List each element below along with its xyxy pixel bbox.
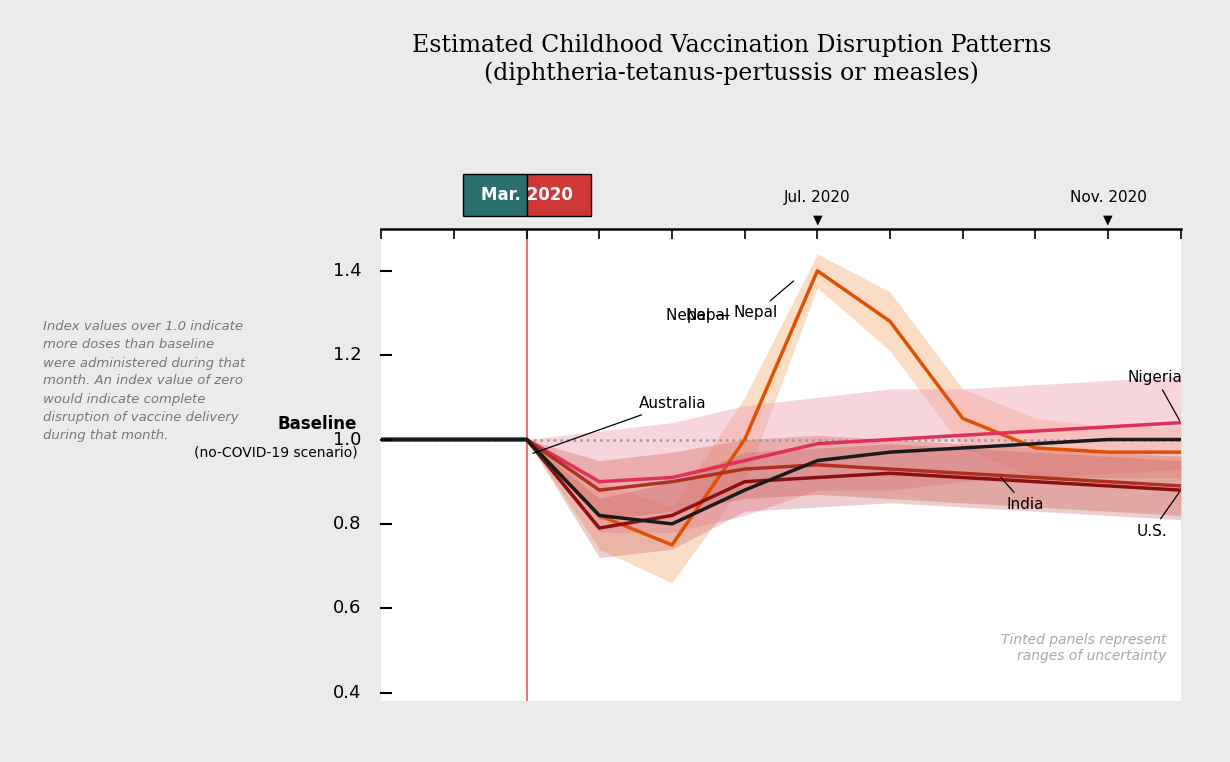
- Text: Estimated Childhood Vaccination Disruption Patterns
(diphtheria-tetanus-pertussi: Estimated Childhood Vaccination Disrupti…: [412, 34, 1052, 85]
- Text: 0.6: 0.6: [333, 599, 362, 617]
- Text: India: India: [1001, 478, 1044, 512]
- Text: 1.2: 1.2: [332, 346, 362, 364]
- Text: (no-COVID-19 scenario): (no-COVID-19 scenario): [193, 446, 357, 459]
- Text: ▼: ▼: [1103, 213, 1113, 226]
- Text: Baseline: Baseline: [278, 415, 357, 433]
- Text: Mar. 2020: Mar. 2020: [481, 186, 573, 204]
- Text: 1.0: 1.0: [333, 431, 362, 449]
- Text: Nov. 2020: Nov. 2020: [1070, 190, 1146, 206]
- Text: 0.4: 0.4: [333, 684, 362, 702]
- Text: Index values over 1.0 indicate
more doses than baseline
were administered during: Index values over 1.0 indicate more dose…: [43, 321, 245, 441]
- Text: Nepal: Nepal: [686, 308, 731, 322]
- FancyBboxPatch shape: [526, 174, 590, 216]
- Text: U.S.: U.S.: [1137, 492, 1180, 539]
- Text: Australia: Australia: [533, 396, 707, 453]
- Text: Nepal: Nepal: [734, 281, 793, 321]
- Text: 1.4: 1.4: [332, 262, 362, 280]
- FancyBboxPatch shape: [462, 174, 526, 216]
- Text: Nigeria: Nigeria: [1128, 370, 1183, 420]
- Text: ▼: ▼: [813, 213, 822, 226]
- Text: Tinted panels represent
ranges of uncertainty: Tinted panels represent ranges of uncert…: [1001, 633, 1166, 663]
- Text: Jul. 2020: Jul. 2020: [784, 190, 851, 206]
- Text: Nepal —: Nepal —: [665, 308, 731, 322]
- Text: 0.8: 0.8: [333, 515, 362, 533]
